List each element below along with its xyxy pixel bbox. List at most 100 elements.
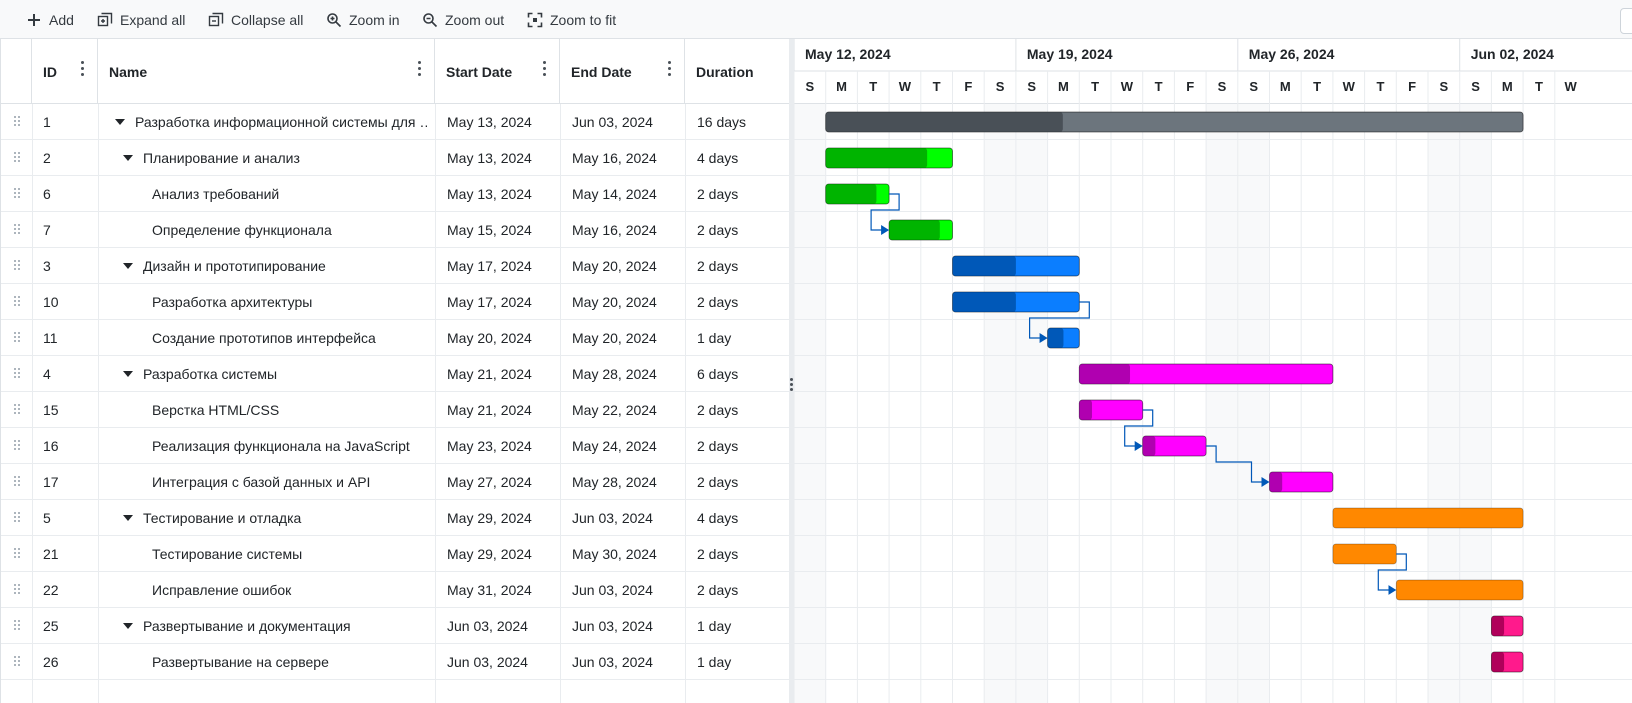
table-row[interactable]: 16 Реализация функционала на JavaScript Ma… bbox=[1, 428, 793, 464]
grid-chart-splitter[interactable] bbox=[789, 39, 794, 703]
collapse-caret-icon[interactable] bbox=[115, 119, 125, 125]
task-id: 10 bbox=[43, 284, 93, 320]
zoom-out-label: Zoom out bbox=[445, 11, 505, 28]
task-bar[interactable] bbox=[1142, 435, 1207, 457]
task-name: Исправление ошибок bbox=[152, 572, 427, 608]
collapse-caret-icon[interactable] bbox=[123, 623, 133, 629]
drag-handle-icon[interactable] bbox=[14, 404, 22, 416]
table-row[interactable]: 5 Тестирование и отладка May 29, 2024 Jun 0… bbox=[1, 500, 793, 536]
zoom-out-button[interactable]: Zoom out bbox=[422, 0, 504, 39]
collapse-caret-icon[interactable] bbox=[123, 155, 133, 161]
task-name: Тестирование и отладка bbox=[123, 500, 427, 536]
column-menu-icon[interactable] bbox=[668, 61, 672, 77]
task-bar[interactable] bbox=[1395, 579, 1524, 601]
table-row[interactable]: 21 Тестирование системы May 29, 2024 May 30… bbox=[1, 536, 793, 572]
task-start-date: May 13, 2024 bbox=[447, 176, 547, 212]
task-end-date-value: May 20, 2024 bbox=[572, 330, 657, 346]
drag-handle-icon[interactable] bbox=[14, 476, 22, 488]
task-bar[interactable] bbox=[1332, 507, 1524, 529]
expand-all-button[interactable]: Expand all bbox=[97, 0, 185, 39]
plus-icon bbox=[28, 13, 40, 26]
header-id[interactable]: ID bbox=[32, 39, 98, 104]
drag-handle-icon[interactable] bbox=[14, 116, 22, 128]
collapse-caret-icon[interactable] bbox=[123, 515, 133, 521]
table-row[interactable]: 11 Создание прототипов интерфейса May 20, … bbox=[1, 320, 793, 356]
task-start-date: May 20, 2024 bbox=[447, 320, 547, 356]
task-name: Анализ требований bbox=[152, 176, 427, 212]
task-duration-value: 2 days bbox=[697, 186, 739, 202]
task-start-date: May 17, 2024 bbox=[447, 248, 547, 284]
drag-handle-icon[interactable] bbox=[14, 440, 22, 452]
header-drag-column bbox=[1, 39, 32, 104]
drag-handle-icon[interactable] bbox=[14, 656, 22, 668]
table-row[interactable]: 1 Разработка информационной системы для …… bbox=[1, 104, 793, 140]
column-menu-icon[interactable] bbox=[81, 61, 85, 77]
task-name: Дизайн и прототипирование bbox=[123, 248, 427, 284]
task-duration: 2 days bbox=[697, 464, 797, 500]
zoom-out-icon bbox=[423, 12, 438, 27]
task-bar[interactable] bbox=[1332, 543, 1397, 565]
header-duration[interactable]: Duration bbox=[685, 39, 793, 104]
table-row[interactable]: 4 Разработка системы May 21, 2024 May 28, 2… bbox=[1, 356, 793, 392]
table-row[interactable]: 2 Планирование и анализ May 13, 2024 May 16… bbox=[1, 140, 793, 176]
drag-handle-icon[interactable] bbox=[14, 296, 22, 308]
drag-handle-icon[interactable] bbox=[14, 368, 22, 380]
task-end-date: May 16, 2024 bbox=[572, 140, 672, 176]
header-end-date[interactable]: End Date bbox=[560, 39, 685, 104]
add-button[interactable]: Add bbox=[26, 0, 74, 39]
collapse-all-button[interactable]: Collapse all bbox=[208, 0, 303, 39]
drag-handle-icon[interactable] bbox=[14, 188, 22, 200]
task-end-date: May 28, 2024 bbox=[572, 464, 672, 500]
table-row[interactable]: 17 Интеграция с базой данных и API May 27,… bbox=[1, 464, 793, 500]
task-end-date: Jun 03, 2024 bbox=[572, 644, 672, 680]
splitter-handle-icon[interactable] bbox=[790, 378, 793, 392]
task-progress bbox=[1079, 364, 1131, 384]
task-bar-outline bbox=[1047, 327, 1080, 349]
task-bar-outline bbox=[825, 111, 1524, 133]
task-duration-value: 2 days bbox=[697, 402, 739, 418]
drag-handle-icon[interactable] bbox=[14, 260, 22, 272]
day-label: T bbox=[933, 79, 941, 94]
table-row[interactable]: 25 Развертывание и документация Jun 03, 20… bbox=[1, 608, 793, 644]
drag-handle-icon[interactable] bbox=[14, 332, 22, 344]
day-label: W bbox=[1121, 79, 1134, 94]
table-row[interactable]: 6 Анализ требований May 13, 2024 May 14, 20… bbox=[1, 176, 793, 212]
drag-handle-icon[interactable] bbox=[14, 512, 22, 524]
task-start-date-value: Jun 03, 2024 bbox=[447, 654, 528, 670]
table-row[interactable]: 15 Верстка HTML/CSS May 21, 2024 May 22, 20… bbox=[1, 392, 793, 428]
column-divider bbox=[98, 104, 99, 703]
table-row[interactable]: 26 Развертывание на сервере Jun 03, 2024 Ju… bbox=[1, 644, 793, 680]
table-row[interactable]: 10 Разработка архитектуры May 17, 2024 May … bbox=[1, 284, 793, 320]
collapse-caret-icon[interactable] bbox=[123, 263, 133, 269]
task-progress bbox=[825, 112, 1063, 132]
task-start-date-value: May 27, 2024 bbox=[447, 474, 532, 490]
drag-handle-icon[interactable] bbox=[14, 548, 22, 560]
toolbar-overflow-input[interactable] bbox=[1620, 8, 1632, 34]
zoom-to-fit-button[interactable]: Zoom to fit bbox=[527, 0, 616, 39]
day-label: W bbox=[1343, 79, 1356, 94]
header-name[interactable]: Name bbox=[98, 39, 435, 104]
task-end-date: May 16, 2024 bbox=[572, 212, 672, 248]
drag-handle-icon[interactable] bbox=[14, 584, 22, 596]
zoom-to-fit-label: Zoom to fit bbox=[550, 11, 617, 28]
task-name-value: Реализация функционала на JavaScript bbox=[152, 438, 410, 454]
zoom-in-button[interactable]: Zoom in bbox=[326, 0, 400, 39]
task-name-value: Интеграция с базой данных и API bbox=[152, 474, 371, 490]
collapse-caret-icon[interactable] bbox=[123, 371, 133, 377]
column-menu-icon[interactable] bbox=[543, 61, 547, 77]
drag-handle-icon[interactable] bbox=[14, 620, 22, 632]
drag-handle-icon[interactable] bbox=[14, 224, 22, 236]
column-divider bbox=[685, 104, 686, 703]
table-row[interactable]: 3 Дизайн и прототипирование May 17, 2024 Ma… bbox=[1, 248, 793, 284]
column-menu-icon[interactable] bbox=[418, 61, 422, 77]
task-id-value: 2 bbox=[43, 150, 51, 166]
task-duration-value: 2 days bbox=[697, 546, 739, 562]
header-start-date[interactable]: Start Date bbox=[435, 39, 560, 104]
day-label: S bbox=[806, 79, 815, 94]
table-row[interactable]: 7 Определение функционала May 15, 2024 May … bbox=[1, 212, 793, 248]
task-start-date-value: May 17, 2024 bbox=[447, 258, 532, 274]
task-id: 15 bbox=[43, 392, 93, 428]
table-row[interactable]: 22 Исправление ошибок May 31, 2024 Jun 03, … bbox=[1, 572, 793, 608]
day-label: S bbox=[1249, 79, 1258, 94]
drag-handle-icon[interactable] bbox=[14, 152, 22, 164]
